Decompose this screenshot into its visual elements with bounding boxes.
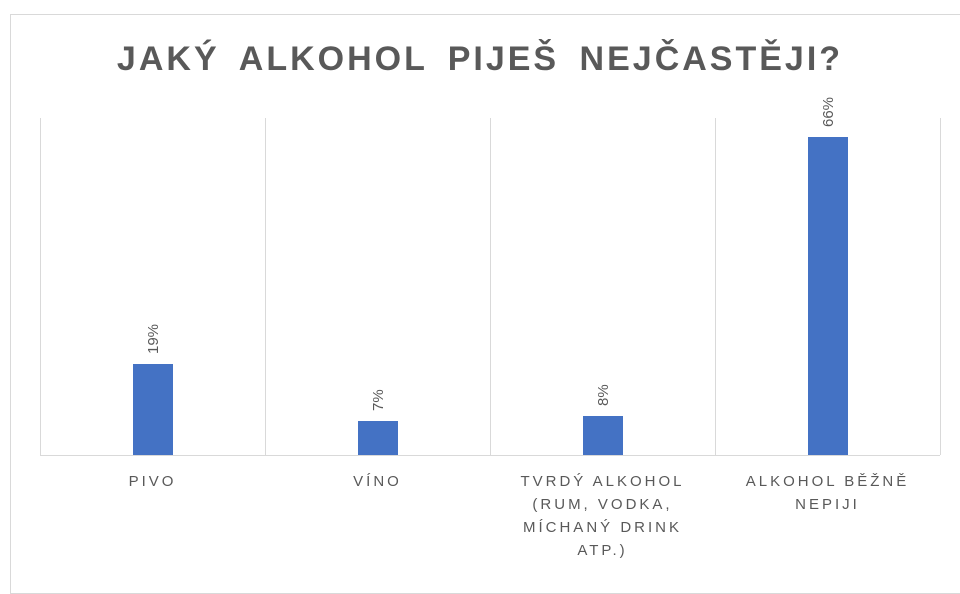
category-separator xyxy=(490,118,491,455)
baseline xyxy=(40,455,940,456)
bar xyxy=(807,137,848,455)
data-label: 8% xyxy=(594,384,612,407)
chart-title: JAKÝ ALKOHOL PIJEŠ NEJČASTĚJI? xyxy=(116,40,844,78)
x-tick-label: ALKOHOL BĚŽNĚ NEPIJI xyxy=(745,473,910,513)
bar xyxy=(582,416,623,455)
bar xyxy=(357,421,398,455)
category-separator xyxy=(40,118,41,455)
category-separator xyxy=(715,118,716,455)
data-label: 7% xyxy=(369,389,387,412)
x-tick-label: PIVO xyxy=(128,473,177,490)
bar xyxy=(132,363,173,455)
data-label: 66% xyxy=(819,97,837,128)
category-separator xyxy=(940,118,941,455)
x-tick-label: TVRDÝ ALKOHOL (RUM, VODKA, MÍCHANÝ DRINK… xyxy=(520,473,685,559)
category-separator xyxy=(265,118,266,455)
x-tick-label: VÍNO xyxy=(353,473,402,490)
data-label: 19% xyxy=(144,323,162,354)
